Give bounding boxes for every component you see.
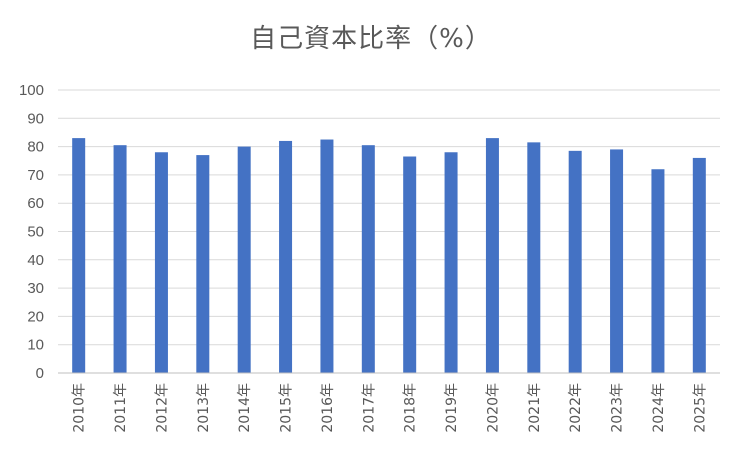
x-tick-label: 2014年 <box>237 383 253 433</box>
x-tick-label: 2024年 <box>651 383 667 433</box>
x-tick-label: 2021年 <box>527 383 543 433</box>
bar <box>279 140 293 373</box>
y-tick-label: 40 <box>27 252 44 269</box>
x-tick-label: 2015年 <box>279 383 295 433</box>
y-tick-label: 90 <box>27 110 44 127</box>
y-tick-label: 70 <box>27 167 44 184</box>
bar <box>444 152 458 373</box>
x-tick-label: 2018年 <box>403 383 419 433</box>
bar <box>113 145 127 373</box>
x-tick-label: 2025年 <box>692 383 708 433</box>
bar <box>361 145 375 373</box>
bar <box>485 138 499 373</box>
bar <box>527 142 541 373</box>
y-tick-label: 0 <box>36 365 44 382</box>
x-tick-label: 2013年 <box>196 383 212 433</box>
bar <box>610 149 624 373</box>
bar <box>692 157 706 373</box>
bar <box>72 138 86 373</box>
y-tick-label: 10 <box>27 337 44 354</box>
y-tick-label: 30 <box>27 280 44 297</box>
x-tick-label: 2016年 <box>320 383 336 433</box>
x-tick-label: 2010年 <box>72 383 88 433</box>
y-tick-label: 50 <box>27 224 44 241</box>
y-tick-label: 80 <box>27 139 44 156</box>
x-tick-label: 2022年 <box>568 383 584 433</box>
bar <box>320 139 334 373</box>
x-tick-label: 2023年 <box>610 383 626 433</box>
bar <box>568 150 582 373</box>
x-tick-label: 2011年 <box>113 383 129 433</box>
y-tick-label: 60 <box>27 195 44 212</box>
y-tick-label: 20 <box>27 308 44 325</box>
x-tick-label: 2012年 <box>154 383 170 433</box>
x-tick-label: 2017年 <box>361 383 377 433</box>
bar <box>237 146 251 373</box>
bar <box>196 155 210 373</box>
y-tick-label: 100 <box>19 82 44 99</box>
x-tick-label: 2020年 <box>485 383 501 433</box>
bar <box>154 152 168 373</box>
bar <box>403 156 417 373</box>
x-tick-label: 2019年 <box>444 383 460 433</box>
bar <box>651 169 665 373</box>
chart-title: 自己資本比率（%） <box>250 24 492 54</box>
